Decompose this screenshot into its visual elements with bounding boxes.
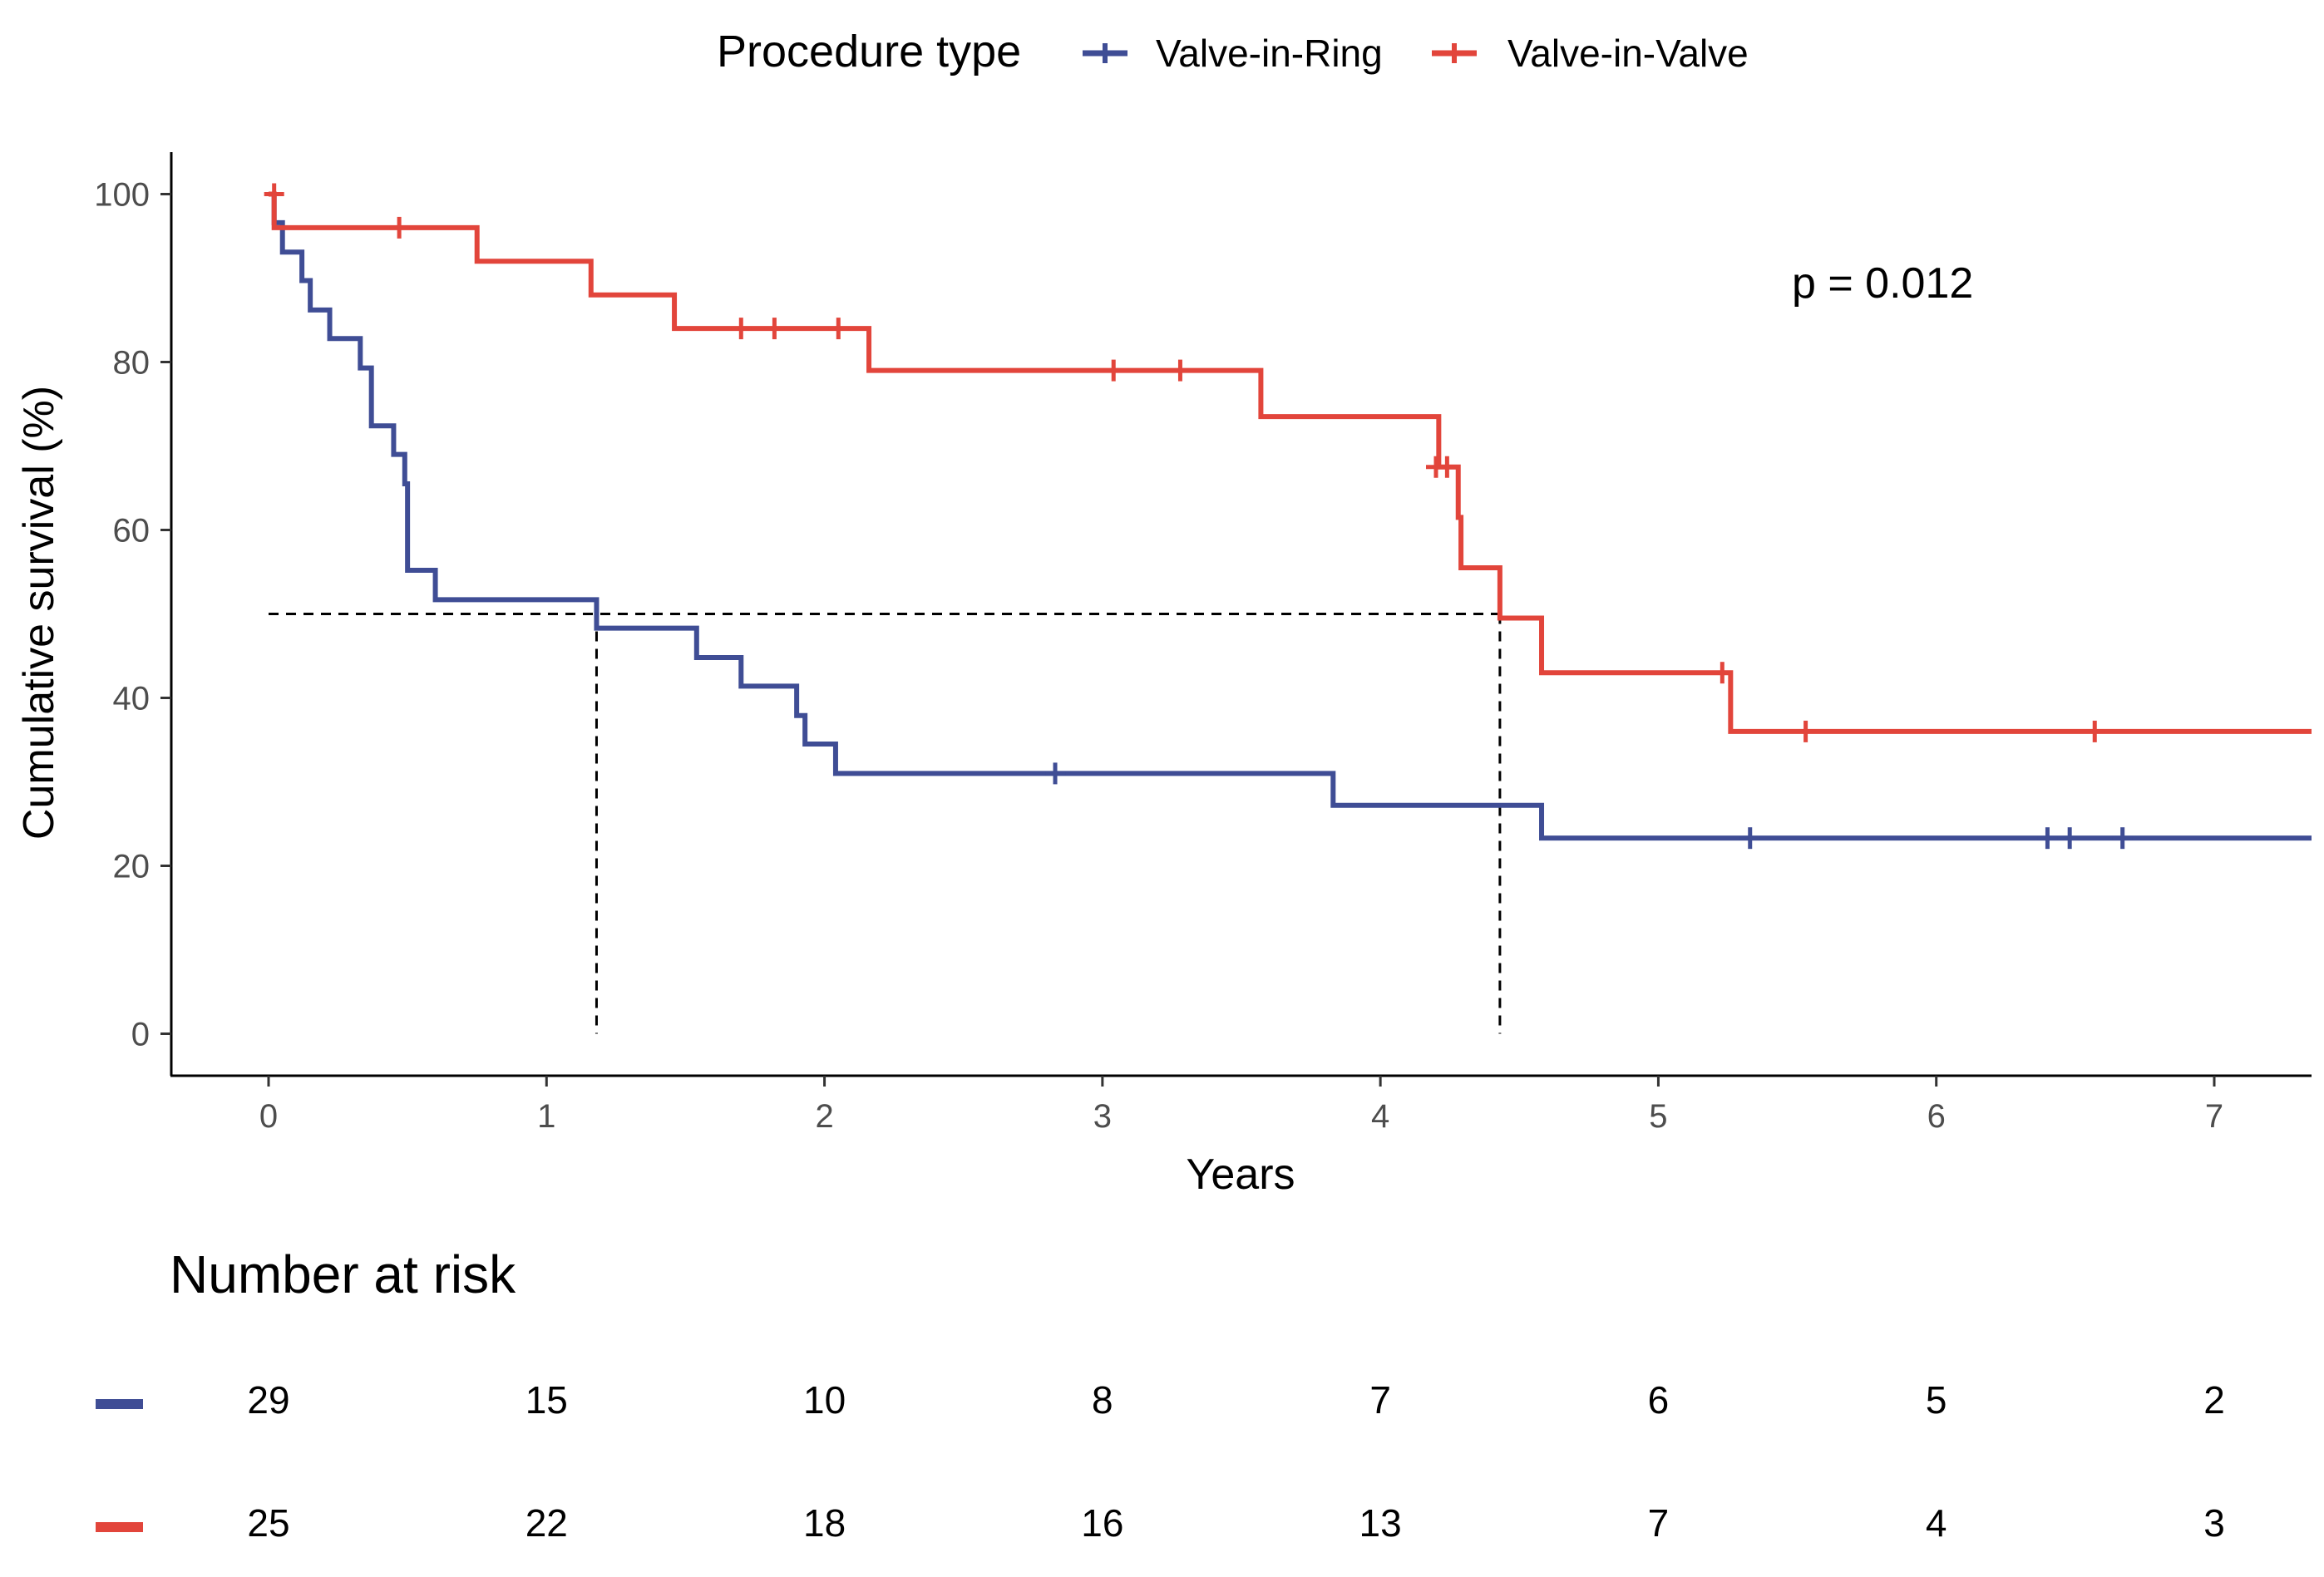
median-reference-lines [269,613,1502,1034]
censor-mark [828,318,849,340]
risk-count: 18 [803,1501,846,1545]
censor-mark [764,318,785,340]
censor-mark [1103,359,1124,382]
legend: Procedure type Valve-in-Ring Valve-in-Va… [717,27,1749,76]
censor-mark [1170,359,1191,382]
p-value-annotation: p = 0.012 [1792,259,1973,308]
censor-mark [2085,720,2105,742]
x-tick-label: 6 [1927,1098,1946,1135]
x-axis-title: Years [1186,1151,1295,1199]
legend-label-valve-in-valve: Valve-in-Valve [1507,32,1749,75]
censor-mark [2112,827,2133,850]
risk-count: 29 [247,1378,289,1422]
risk-row-valve-in-valve: 25 22 18 16 13 7 4 3 [96,1501,2225,1545]
x-tick-label: 4 [1371,1098,1389,1135]
x-tick-label: 3 [1093,1098,1112,1135]
y-axis-ticks: 0 20 40 60 80 100 [94,177,171,1053]
risk-count: 5 [1926,1378,1947,1422]
censor-mark [1437,456,1458,478]
censor-mark [731,318,752,340]
risk-count: 2 [2203,1378,2225,1422]
censor-mark [1712,662,1733,684]
y-axis-title: Cumulative survival (%) [15,386,63,840]
risk-count: 16 [1081,1501,1123,1545]
risk-table-rows: 29 15 10 8 7 6 5 2 25 22 18 16 13 7 4 3 [96,1378,2225,1545]
y-tick-label: 40 [113,681,150,717]
series-valve-in-ring [269,191,2312,850]
x-tick-label: 2 [815,1098,833,1135]
legend-title: Procedure type [717,27,1021,76]
censor-mark [389,216,410,239]
risk-count: 6 [1648,1378,1670,1422]
risk-count: 22 [525,1501,568,1545]
y-tick-label: 80 [113,345,150,382]
censor-mark [2060,827,2080,850]
survival-curves [264,183,2312,850]
x-tick-label: 1 [537,1098,555,1135]
y-tick-label: 100 [94,177,150,214]
y-tick-label: 60 [113,513,150,549]
y-tick-label: 0 [131,1017,150,1053]
legend-label-valve-in-ring: Valve-in-Ring [1156,32,1383,75]
risk-count: 7 [1648,1501,1670,1545]
legend-entry-valve-in-valve: Valve-in-Valve [1432,32,1749,75]
series-valve-in-valve [264,183,2312,742]
risk-table-title: Number at risk [170,1244,516,1304]
risk-row-color-key [96,1399,143,1409]
censor-mark [1045,762,1066,785]
survival-curve-valve-in-valve [269,191,2312,734]
risk-table: Number at risk 29 15 10 8 7 6 5 2 25 22 18 16 13 7 4 3 [96,1244,2225,1545]
x-tick-label: 0 [259,1098,278,1135]
risk-count: 4 [1926,1501,1947,1545]
risk-count: 10 [803,1378,846,1422]
risk-count: 8 [1092,1378,1113,1422]
legend-entry-valve-in-ring: Valve-in-Ring [1083,32,1383,75]
y-tick-label: 20 [113,849,150,885]
risk-count: 25 [247,1501,289,1545]
x-tick-label: 5 [1649,1098,1667,1135]
risk-count: 13 [1359,1501,1402,1545]
risk-count: 7 [1369,1378,1391,1422]
risk-count: 3 [2203,1501,2225,1545]
risk-count: 15 [525,1378,568,1422]
censor-mark [2037,827,2058,850]
x-axis-ticks: 0 1 2 3 4 5 6 7 [259,1076,2223,1135]
risk-row-color-key [96,1522,143,1532]
censor-mark [1795,720,1816,742]
censor-mark [1739,827,1760,850]
x-tick-label: 7 [2205,1098,2223,1135]
censor-mark [264,183,284,205]
risk-row-valve-in-ring: 29 15 10 8 7 6 5 2 [96,1378,2225,1422]
survival-curve-valve-in-ring [269,191,2312,841]
